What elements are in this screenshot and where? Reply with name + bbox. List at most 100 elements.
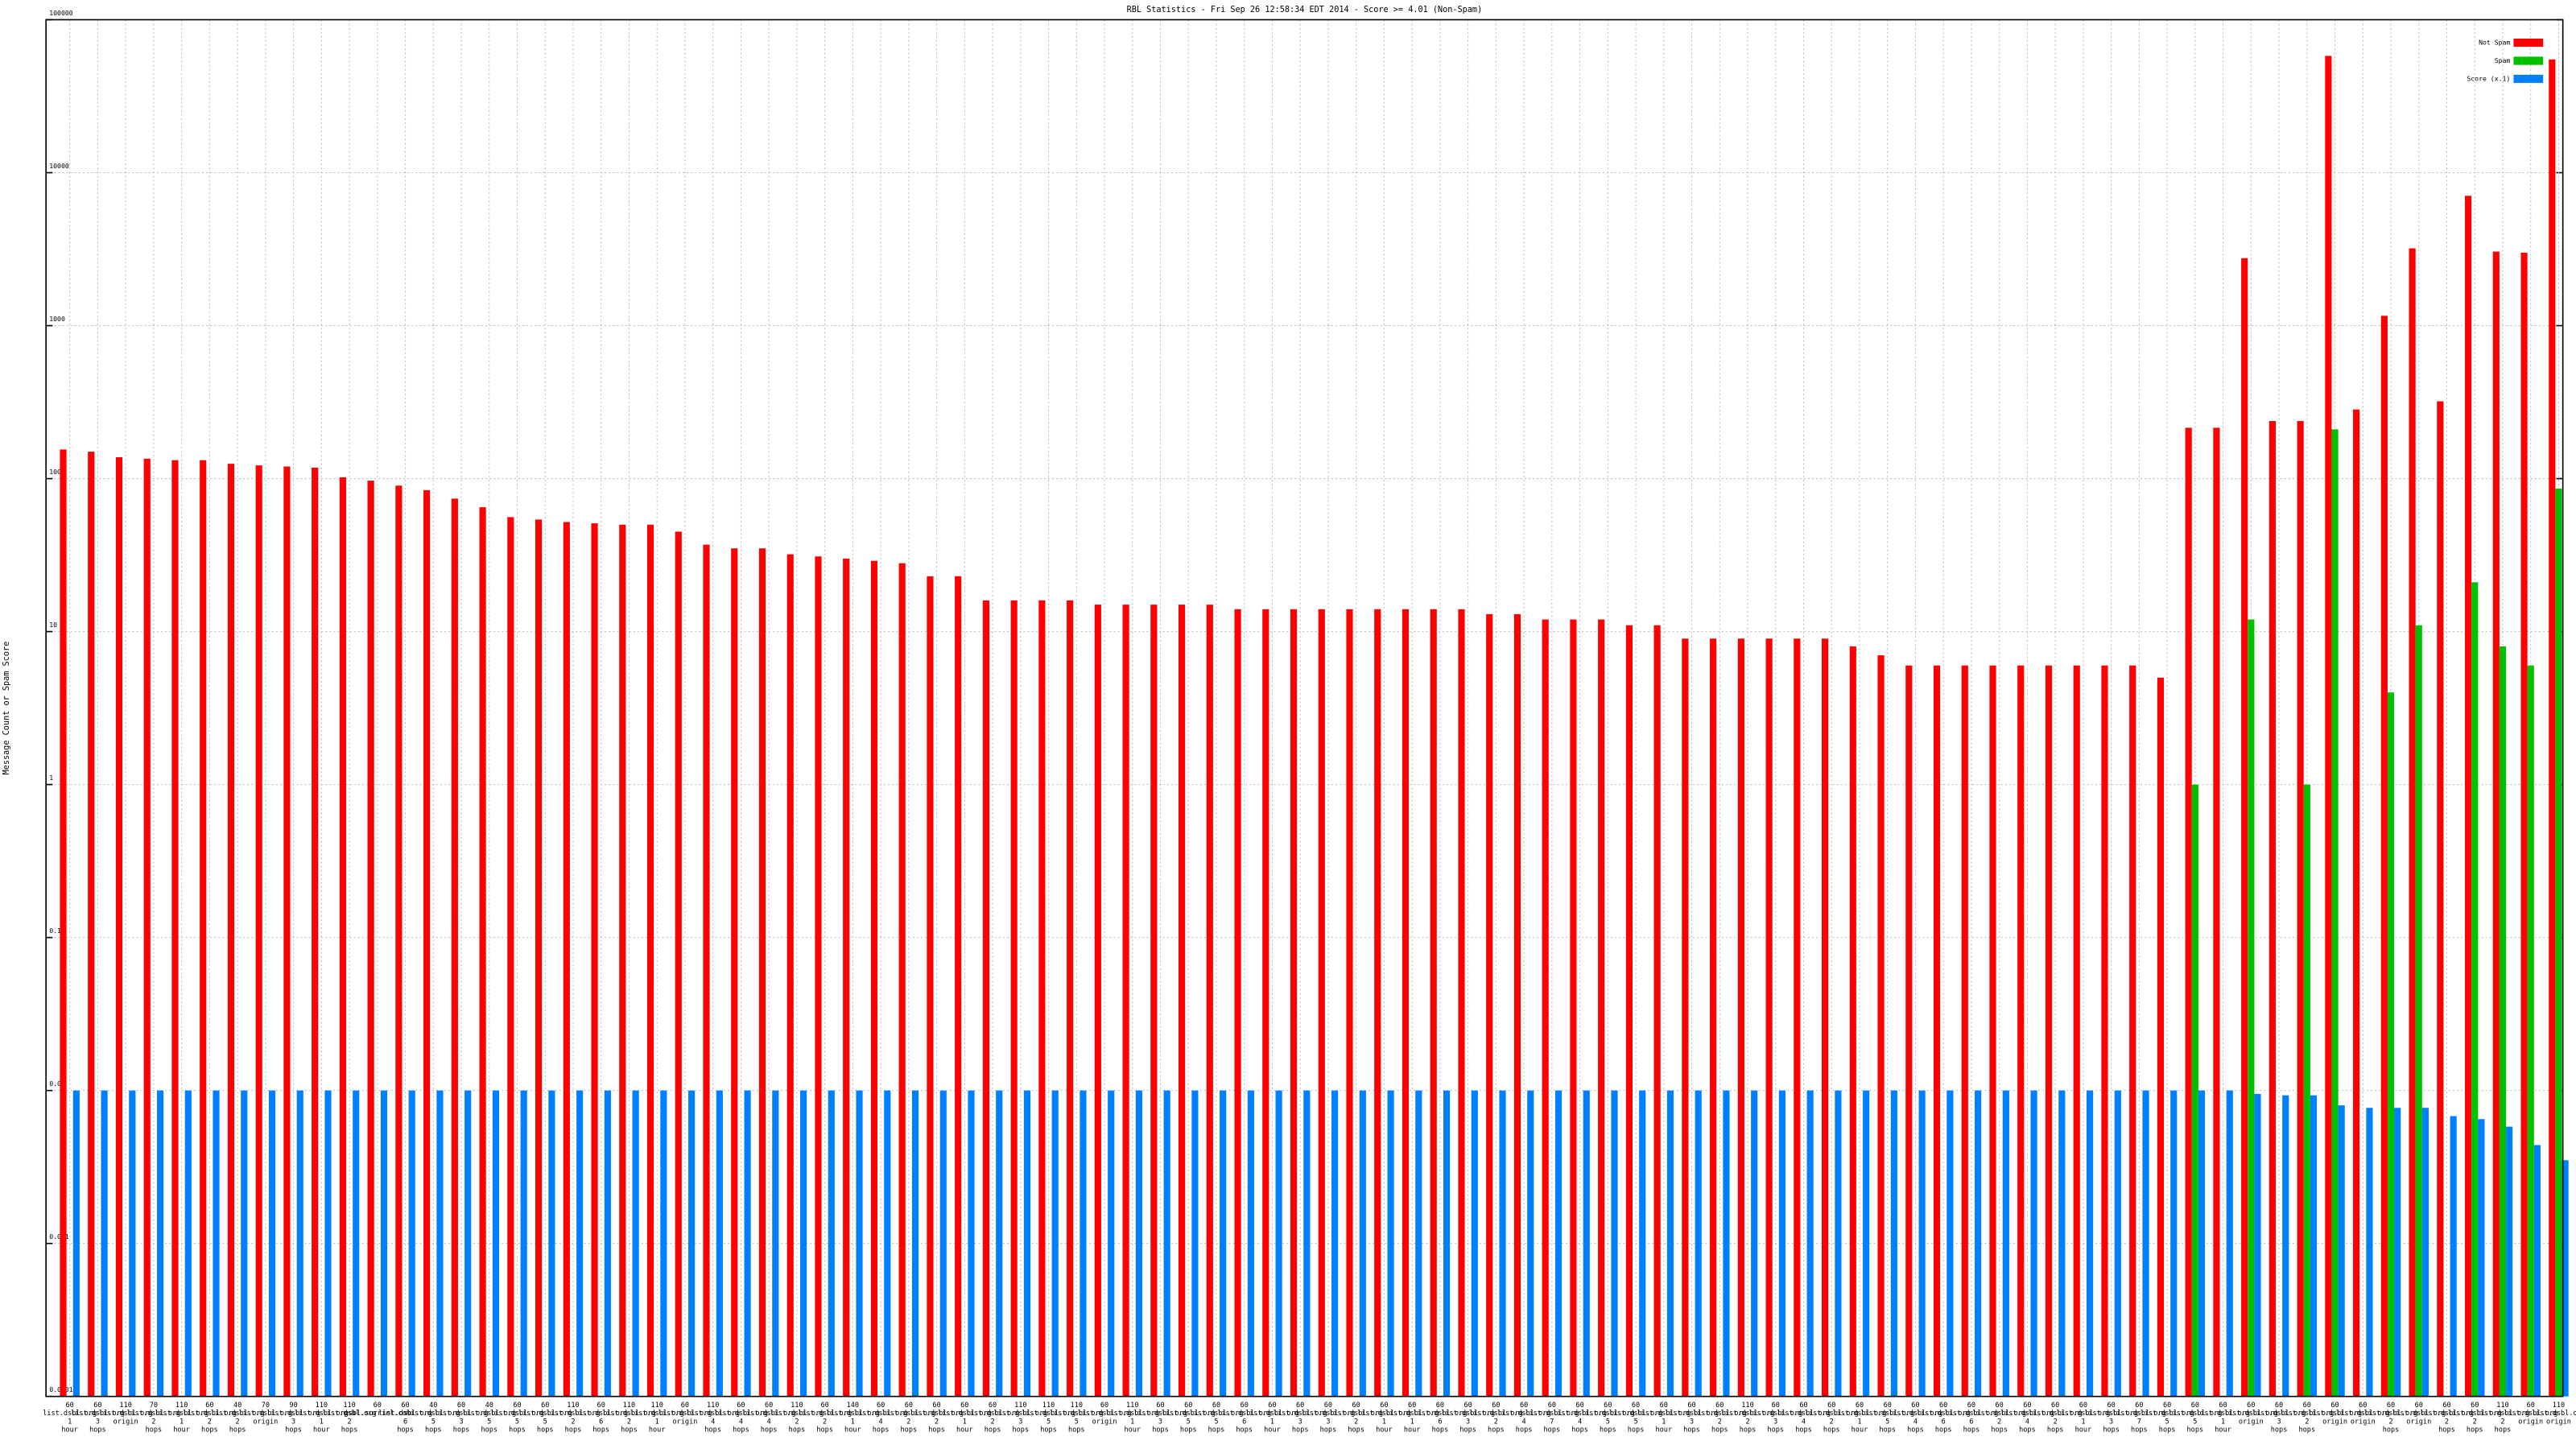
x-tick-label: 60 list.dsbl.org 4 hops bbox=[2000, 1401, 2054, 1434]
bar bbox=[2157, 677, 2165, 1397]
x-tick-label: 60 list.dsbl.org 5 hops bbox=[1860, 1401, 1914, 1434]
bar bbox=[968, 1090, 975, 1397]
legend-swatch bbox=[2513, 56, 2544, 65]
bar bbox=[911, 1090, 919, 1397]
bar bbox=[1163, 1090, 1170, 1397]
x-tick-label: 60 list.dsbl.org 1 hour bbox=[2056, 1401, 2110, 1434]
bar bbox=[1710, 638, 1717, 1397]
x-tick-label: 70 list.dsbl.org 2 hops bbox=[126, 1401, 180, 1434]
bar bbox=[2170, 1090, 2178, 1397]
bar bbox=[744, 1090, 751, 1397]
bar bbox=[2421, 1108, 2429, 1397]
bar bbox=[1542, 619, 1549, 1397]
bar bbox=[870, 560, 878, 1397]
bar bbox=[1387, 1090, 1394, 1397]
bar bbox=[2471, 582, 2479, 1397]
x-tick-label: 60 list.dsbl.org origin bbox=[2308, 1401, 2362, 1425]
bar bbox=[955, 576, 962, 1397]
bar bbox=[2030, 1090, 2037, 1397]
bar bbox=[2465, 196, 2472, 1397]
bar bbox=[1443, 1090, 1451, 1397]
bar bbox=[1639, 1090, 1646, 1397]
bar bbox=[1499, 1090, 1506, 1397]
bar bbox=[2268, 420, 2276, 1397]
bar bbox=[143, 458, 151, 1397]
x-tick-label: 60 list.dsbl.org 3 hops bbox=[1274, 1401, 1327, 1434]
bar bbox=[213, 1090, 220, 1397]
bar bbox=[101, 1090, 108, 1397]
bar bbox=[451, 498, 458, 1397]
bar bbox=[632, 1090, 639, 1397]
x-tick-label: 60 list.dsbl.org 6 hops bbox=[1217, 1401, 1271, 1434]
bar bbox=[2213, 427, 2220, 1397]
x-tick-label: 110 list.dsbl.org 1 hour bbox=[295, 1401, 349, 1434]
x-tick-label: 60 list.dsbl.org 5 hops bbox=[1189, 1401, 1243, 1434]
bar bbox=[464, 1090, 472, 1397]
bar bbox=[1191, 1090, 1199, 1397]
bar bbox=[1961, 665, 1968, 1397]
bar bbox=[1094, 605, 1101, 1397]
bar bbox=[2415, 625, 2422, 1397]
bar bbox=[1527, 1090, 1534, 1397]
bar bbox=[758, 548, 766, 1397]
bar bbox=[2297, 420, 2304, 1397]
bar bbox=[1023, 1090, 1031, 1397]
bar bbox=[2409, 248, 2416, 1397]
bar bbox=[1890, 1090, 1897, 1397]
bar bbox=[1247, 1090, 1254, 1397]
bar bbox=[88, 452, 95, 1397]
bar bbox=[2198, 1090, 2206, 1397]
bar bbox=[1513, 613, 1521, 1397]
bar bbox=[1653, 625, 1661, 1397]
bar bbox=[2185, 427, 2192, 1397]
y-tick-label: 0.1 bbox=[49, 927, 61, 935]
bar bbox=[1877, 655, 1885, 1397]
bar bbox=[353, 1090, 360, 1397]
bar bbox=[129, 1090, 136, 1397]
x-tick-label: 110 list.dsbl.org 2 hops bbox=[546, 1401, 600, 1434]
bar bbox=[1290, 609, 1298, 1397]
x-tick-label: 60 list.dsbl.org 4 hops bbox=[854, 1401, 908, 1434]
y-tick-label: 10 bbox=[49, 621, 57, 629]
x-tick-label: 60 list.dsbl.org 3 hops bbox=[1665, 1401, 1719, 1434]
bar bbox=[2387, 692, 2395, 1397]
bar bbox=[2045, 665, 2053, 1397]
bar bbox=[2282, 1095, 2289, 1397]
bar bbox=[2492, 251, 2500, 1397]
bar bbox=[1989, 665, 1996, 1397]
bar bbox=[1471, 1090, 1478, 1397]
bar bbox=[2086, 1090, 2094, 1397]
x-tick-label: 40 list.dsbl.org 5 hops bbox=[462, 1401, 516, 1434]
bar bbox=[1135, 1090, 1143, 1397]
legend-swatch bbox=[2513, 38, 2544, 47]
x-tick-label: 60 list.dsbl.org 4 hops bbox=[1889, 1401, 1942, 1434]
y-tick-label: 100 bbox=[49, 468, 61, 476]
bar bbox=[171, 460, 179, 1397]
bar bbox=[2520, 252, 2528, 1397]
bar bbox=[60, 449, 67, 1397]
x-tick-label: 60 list.dsbl.org 2 hops bbox=[910, 1401, 964, 1434]
bar bbox=[1863, 1090, 1870, 1397]
y-tick-label: 10000 bbox=[49, 162, 69, 170]
x-tick-label: 60 list.dsbl.org 3 hops bbox=[2084, 1401, 2138, 1434]
bar bbox=[1150, 605, 1158, 1397]
x-tick-label: 60 list.dsbl.org 3 hops bbox=[1748, 1401, 1802, 1434]
bar bbox=[982, 600, 989, 1397]
x-tick-label: 60 list.dsbl.org 2 hops bbox=[2420, 1401, 2474, 1434]
x-tick-label: 60 list.dsbl.org 2 hops bbox=[2280, 1401, 2334, 1434]
bar bbox=[2394, 1108, 2401, 1397]
bar bbox=[2254, 1093, 2261, 1397]
x-tick-label: 110 list.dsbl.org 1 hour bbox=[155, 1401, 208, 1434]
bar bbox=[1374, 609, 1381, 1397]
bar bbox=[2310, 1095, 2318, 1397]
bar bbox=[1794, 638, 1801, 1397]
x-tick-label: 60 list.dsbl.org 5 hops bbox=[490, 1401, 544, 1434]
bar bbox=[2437, 401, 2444, 1397]
bar bbox=[2248, 619, 2255, 1397]
bar bbox=[2142, 1090, 2149, 1397]
bar bbox=[1666, 1090, 1674, 1397]
bar bbox=[492, 1090, 500, 1397]
bar bbox=[1835, 1090, 1842, 1397]
bar bbox=[1275, 1090, 1282, 1397]
